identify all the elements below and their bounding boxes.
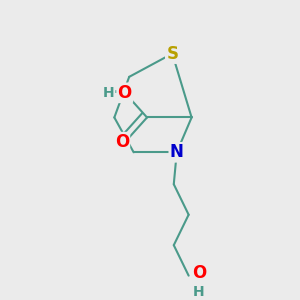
Text: ·: ·: [114, 86, 119, 100]
Text: O: O: [115, 133, 129, 151]
Text: H: H: [103, 86, 114, 100]
Text: O: O: [118, 84, 132, 102]
Text: H: H: [193, 285, 205, 298]
Text: S: S: [166, 45, 178, 63]
Text: O: O: [192, 264, 206, 282]
Text: N: N: [170, 143, 184, 161]
